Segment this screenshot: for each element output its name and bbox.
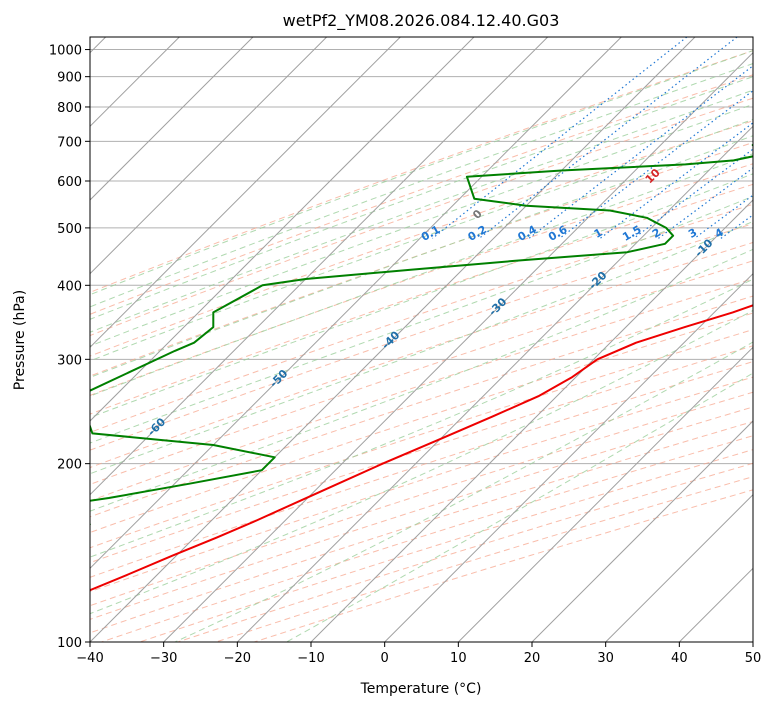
y-axis-label: Pressure (hPa) xyxy=(12,290,28,390)
dewpoint-profile xyxy=(90,143,753,526)
isotherm-0 xyxy=(384,272,753,642)
x-tick-label-3: −10 xyxy=(297,651,324,666)
isotherm-label-3: -70 xyxy=(20,467,43,490)
isotherm-label-7: -30 xyxy=(486,295,509,318)
x-tick-label-2: −20 xyxy=(224,651,251,666)
isotherm-grid xyxy=(90,37,753,642)
moist-adiabats xyxy=(90,50,753,642)
dry-adiabat--30 xyxy=(90,50,753,293)
dry-adiabat--20 xyxy=(90,74,753,315)
mixing-ratio-label-2: 0.4 xyxy=(515,223,539,244)
dry-adiabat-150 xyxy=(90,391,753,607)
moist-adiabat-30 xyxy=(90,278,753,558)
isotherm-30 xyxy=(605,493,753,642)
isotherm--60 xyxy=(90,37,549,496)
isotherm-label-4: -60 xyxy=(145,415,168,438)
mixing-ratio-line-0 xyxy=(432,37,688,239)
plot-area: -100-90-80-70-60-50-40-30-20-100.10.20.4… xyxy=(20,37,775,642)
x-tick-label-5: 10 xyxy=(450,651,467,666)
moist-adiabat-5 xyxy=(90,153,753,397)
isotherm-label-9: -10 xyxy=(692,236,715,259)
isotherm--40 xyxy=(90,37,696,642)
x-axis-label: Temperature (°C) xyxy=(360,681,482,697)
y-tick-label-6: 700 xyxy=(57,135,82,150)
chart-title: wetPf2_YM08.2026.084.12.40.G03 xyxy=(283,11,560,31)
mixing-ratio-line-4 xyxy=(599,122,753,239)
plot-frame xyxy=(89,36,754,643)
x-tick-label-4: 0 xyxy=(381,651,389,666)
isotherm-50 xyxy=(752,641,753,642)
isobar-grid xyxy=(90,49,753,642)
dry-adiabat-10 xyxy=(90,142,753,377)
temperature-profile xyxy=(90,304,753,592)
moist-adiabat-35 xyxy=(90,309,753,615)
isotherm--50 xyxy=(90,37,622,570)
dry-adiabat-180 xyxy=(101,435,753,642)
mixing-ratio-label-3: 0.6 xyxy=(546,223,570,244)
y-tick-label-5: 600 xyxy=(57,175,82,190)
moist-adiabat-25 xyxy=(90,248,753,512)
x-tick-label-8: 40 xyxy=(671,651,688,666)
moist-adiabat--25 xyxy=(90,63,753,308)
mixing-ratio-label-0: 0.1 xyxy=(419,223,442,244)
isotherm-20 xyxy=(531,420,753,642)
x-tick-label-9: 50 xyxy=(745,651,762,666)
y-tick-label-1: 200 xyxy=(57,458,82,473)
moist-adiabat--20 xyxy=(90,76,753,320)
moist-adiabat-10 xyxy=(90,173,753,419)
isotherm--20 xyxy=(236,125,753,642)
x-tick-label-1: −30 xyxy=(150,651,177,666)
isotherm--90 xyxy=(90,37,328,275)
isotherm-10 xyxy=(457,346,753,642)
mixing-ratio-line-6 xyxy=(658,167,753,239)
y-tick-label-9: 1000 xyxy=(49,44,82,59)
dry-adiabat-label-1: 10 xyxy=(643,166,663,186)
moist-adiabat-15 xyxy=(90,195,753,444)
dry-adiabat-210 xyxy=(215,476,753,642)
mixing-ratio-label-1: 0.2 xyxy=(466,223,489,244)
y-tick-label-3: 400 xyxy=(57,279,82,294)
isotherm--30 xyxy=(163,51,753,642)
dry-adiabat-200 xyxy=(177,462,753,642)
moist-adiabat--30 xyxy=(90,50,753,296)
isotherm--70 xyxy=(90,37,475,422)
mixing-ratio-lines xyxy=(432,37,775,239)
x-tick-label-7: 30 xyxy=(597,651,614,666)
dry-adiabat--10 xyxy=(90,97,753,337)
y-tick-label-7: 800 xyxy=(57,101,82,116)
dry-adiabat-130 xyxy=(90,361,753,578)
y-axis-ticks: 100 200 300 400 500 600 700 800 900 1000 xyxy=(49,44,90,651)
y-tick-label-0: 100 xyxy=(57,636,82,651)
dry-adiabat-20 xyxy=(90,163,753,396)
mixing-ratio-line-8 xyxy=(720,214,753,239)
sounding-profiles xyxy=(90,143,753,592)
y-tick-label-8: 900 xyxy=(57,71,82,86)
mixing-ratio-label-5: 1.5 xyxy=(620,223,643,244)
moist-adiabat--15 xyxy=(90,89,753,333)
dry-adiabat-100 xyxy=(90,312,753,534)
moist-adiabat-45 xyxy=(286,372,753,642)
dry-adiabat-50 xyxy=(90,223,753,451)
mixing-ratio-line-1 xyxy=(478,37,738,239)
dry-adiabat-80 xyxy=(90,278,753,502)
x-axis-ticks: −40 −30 −20 −10 0 10 20 30 40 50 xyxy=(76,642,761,666)
isotherm--10 xyxy=(310,199,753,642)
isotherm--100 xyxy=(90,37,254,201)
isotherm--80 xyxy=(90,37,401,349)
moist-adiabat--5 xyxy=(90,118,753,362)
isotherm-label-6: -40 xyxy=(379,328,402,351)
mixing-ratio-line-9 xyxy=(760,37,775,238)
y-tick-label-2: 300 xyxy=(57,353,82,368)
dry-adiabat-30 xyxy=(90,183,753,415)
y-tick-label-4: 500 xyxy=(57,222,82,237)
x-tick-label-0: −40 xyxy=(76,651,103,666)
x-tick-label-6: 20 xyxy=(524,651,541,666)
isotherm-40 xyxy=(678,567,753,642)
moist-adiabat-40 xyxy=(174,341,753,642)
